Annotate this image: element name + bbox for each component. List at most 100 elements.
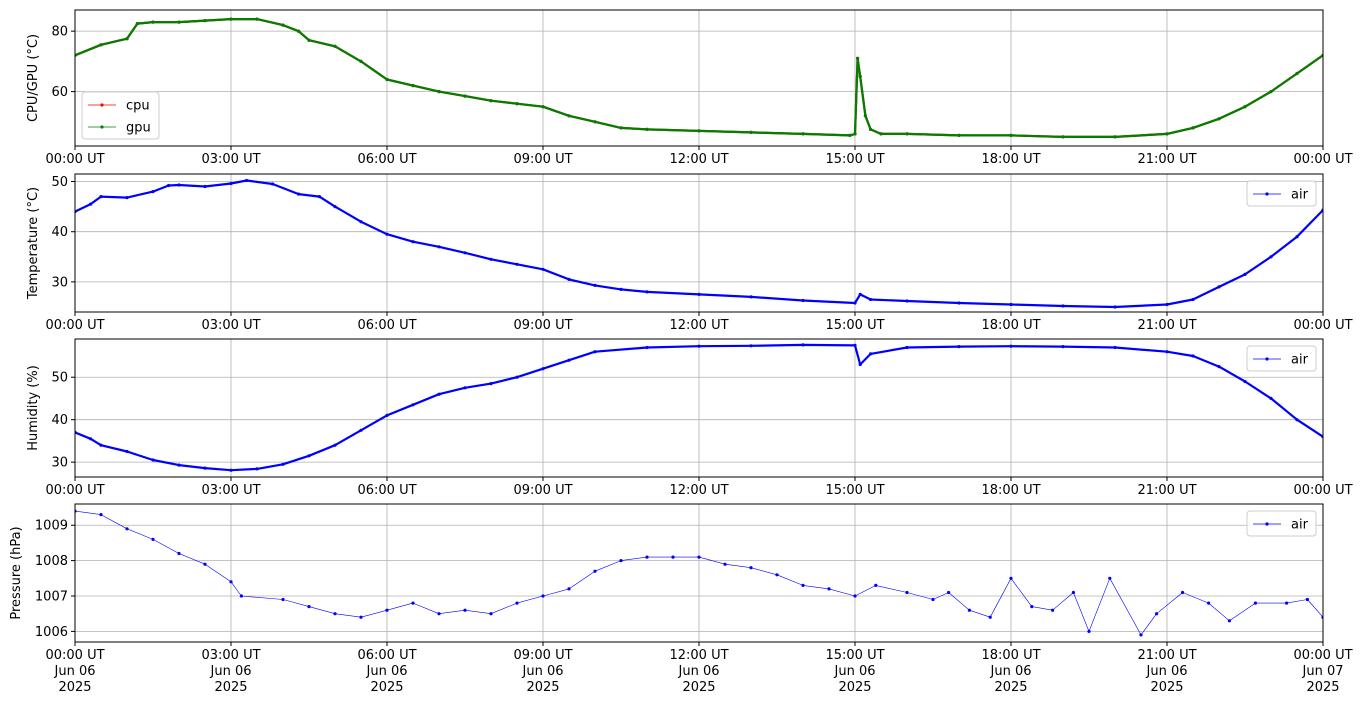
x-tick-label: 00:00 UT [45,483,104,498]
data-point [125,196,129,200]
x-tick-label: 00:00 UT [1293,483,1352,498]
data-point [125,449,129,454]
data-point [1165,132,1169,136]
data-point [1243,379,1247,384]
data-point [411,403,415,407]
data-point [645,127,649,131]
legend-box [1246,180,1317,207]
data-point [437,392,441,396]
legend: air [1246,345,1317,372]
data-point [874,583,878,588]
data-point [177,551,181,556]
series-air [75,178,1323,309]
x-tick-label: 03:00 UT [201,152,260,167]
data-point [281,597,285,602]
x-tick-label: 21:00 UT [1137,152,1196,167]
data-point [125,37,129,41]
data-point [463,94,467,98]
y-tick-label: 1008 [35,554,68,569]
data-point [1217,365,1221,369]
data-point [1253,601,1257,605]
data-point [281,462,285,466]
data-point [723,562,727,566]
data-point [1243,105,1247,109]
data-point [99,443,103,447]
data-point [1087,629,1091,634]
data-point [281,23,285,27]
data-point [1269,255,1273,259]
data-point [317,195,321,199]
x-tick-label: 12:00 UT [669,318,728,333]
x-tick-label: 18:00 UT [981,483,1040,498]
data-point [645,555,649,559]
data-point [1207,601,1211,605]
data-point [593,350,597,354]
data-point [645,345,649,350]
chart-panel-2: 00:00 UT 03:00 UT 06:00 UT 09:00 UT 12:00 UT… [26,173,1353,333]
data-point [1269,90,1273,94]
y-tick-label: 50 [51,371,68,386]
x-tick-label: 12:00 UT [669,152,728,167]
data-point [1108,576,1112,580]
data-point [853,343,857,347]
y-tick-label: 30 [51,456,68,471]
data-point [1030,605,1034,609]
data-point [99,43,103,47]
data-point [333,443,337,447]
x-tick-label: 00:00 UT [45,152,104,167]
data-point [856,56,860,61]
data-point [385,232,389,236]
data-point [947,590,951,595]
data-point [1295,418,1299,422]
legend-box [1246,345,1317,372]
data-point [99,195,103,199]
data-point [957,301,961,305]
data-point [541,105,545,109]
data-point [1113,345,1117,350]
data-point [931,597,935,602]
data-point [177,183,181,187]
series-line [75,510,1323,636]
data-point [801,343,805,347]
data-point [463,251,467,255]
x-tick-label: 00:00 UT [1293,152,1352,167]
data-point [869,297,873,302]
data-point [333,205,337,209]
legend-marker [100,125,104,129]
legend-label: air [1291,518,1309,533]
data-point [1295,235,1299,239]
data-point [671,555,675,559]
data-point [271,182,275,186]
data-point [567,114,571,118]
data-point [411,240,415,244]
y-axis-label: Pressure (hPa) [9,526,24,619]
data-point [567,277,571,281]
legend: air [1246,510,1317,537]
data-point [359,59,363,64]
data-point [489,99,493,103]
data-point [541,594,545,598]
data-point [411,601,415,605]
data-point [1009,344,1013,348]
data-point [853,301,857,305]
plot-frame [74,338,1324,478]
data-point [1269,396,1273,400]
data-point [858,292,862,296]
data-point [848,133,852,137]
x-tick-label: 18:00 UT Jun 06 2025 [981,648,1040,695]
data-point [749,344,753,348]
data-point [593,283,597,287]
data-point [385,608,389,612]
data-point [988,615,992,619]
x-tick-label: 15:00 UT [825,152,884,167]
chart-panel-3: 00:00 UT 03:00 UT 06:00 UT 09:00 UT 12:00 UT… [26,338,1353,498]
data-point [869,127,873,131]
data-point [749,130,753,134]
data-point [697,129,701,133]
data-point [167,183,171,188]
data-point [1191,126,1195,130]
data-point [697,292,701,296]
data-point [99,513,103,517]
data-point [697,555,701,559]
data-point [255,17,259,21]
